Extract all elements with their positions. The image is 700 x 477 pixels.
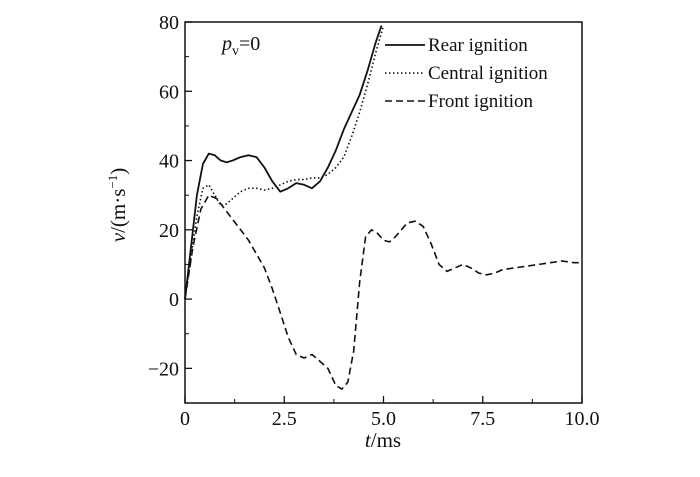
x-tick-label: 10.0 [565,408,600,430]
y-tick-label: 60 [159,81,179,103]
y-tick-label: 0 [169,289,179,311]
x-tick-label: 0 [180,408,190,430]
series-line-dashed [184,194,582,390]
legend: Rear ignition Central ignition Front ignit… [385,35,548,112]
y-axis-unit: /(m·s [106,189,130,233]
annotation-variable: p [220,33,232,55]
series-line-solid [184,25,383,300]
y-tick-label: 80 [159,12,179,34]
y-axis-unit-exponent: −1 [105,175,120,189]
series-layer [184,25,582,390]
y-axis-unit-close: ) [106,168,130,175]
x-tick-label: 5.0 [371,408,396,430]
legend-label: Rear ignition [428,35,528,56]
x-axis-ticks: 0 2.5 5.0 7.5 10.0 [180,396,600,430]
x-axis-variable: t [365,428,372,452]
x-axis-unit: /ms [371,428,401,452]
y-tick-label: −20 [148,358,179,380]
y-tick-label: 20 [159,220,179,242]
x-axis-title: t/ms [365,428,401,452]
x-tick-label: 7.5 [470,408,495,430]
x-tick-label: 2.5 [272,408,297,430]
chart-annotation: pv=0 [220,33,260,59]
y-axis-ticks: −20 0 20 40 60 80 [148,12,192,404]
annotation-subscript: v [232,44,239,59]
series-line-dotted [184,25,385,300]
y-axis-title: v/(m·s−1) [105,168,130,243]
y-axis-variable: v [106,232,130,242]
legend-label: Central ignition [428,63,548,84]
legend-label: Front ignition [428,91,534,112]
y-tick-label: 40 [159,151,179,173]
annotation-value: =0 [239,33,260,55]
